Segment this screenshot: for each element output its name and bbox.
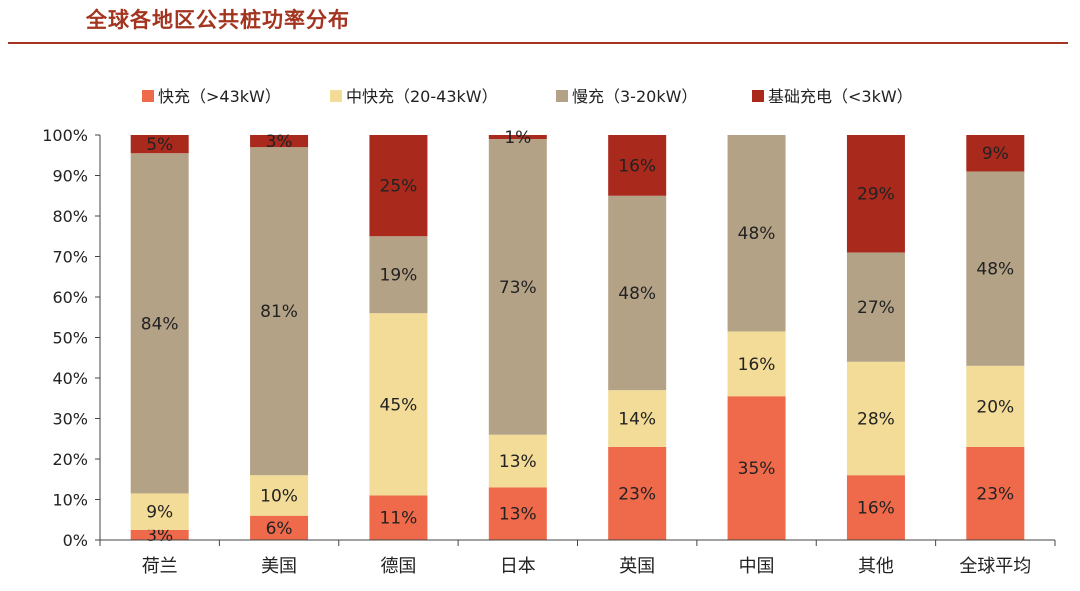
bar-segment bbox=[608, 195, 667, 391]
y-tick-label: 40% bbox=[52, 369, 88, 388]
y-tick-label: 70% bbox=[52, 248, 88, 267]
bar-segment bbox=[488, 487, 547, 540]
x-tick-label: 德国 bbox=[380, 556, 416, 577]
bars-layer: 3% 9% 84% 5% 6% 10% 81% 3% 11% 45% 19% 25% 13% 13% 73%… bbox=[130, 128, 1025, 546]
bar-segment bbox=[608, 446, 667, 540]
bar-segment bbox=[250, 135, 309, 148]
legend-label-2: 慢充（3-20kW） bbox=[572, 87, 697, 106]
data-label: 16% bbox=[738, 355, 776, 375]
legend-swatch-2 bbox=[556, 90, 568, 102]
data-label: 48% bbox=[976, 260, 1014, 280]
data-label: 23% bbox=[618, 484, 656, 504]
data-label: 25% bbox=[380, 177, 418, 197]
x-tick-label: 中国 bbox=[739, 556, 775, 577]
bar-segment bbox=[727, 135, 786, 332]
y-tick-label: 0% bbox=[63, 531, 88, 550]
y-tick-label: 80% bbox=[52, 207, 88, 226]
data-label: 3% bbox=[146, 526, 173, 546]
y-tick-label: 30% bbox=[52, 410, 88, 429]
x-tick-label: 其他 bbox=[858, 556, 894, 577]
bar-segment bbox=[130, 493, 189, 530]
x-tick-label: 美国 bbox=[261, 556, 297, 577]
bar-segment bbox=[846, 475, 905, 540]
bar-segment bbox=[250, 147, 309, 476]
bar-segment bbox=[727, 396, 786, 540]
data-label: 45% bbox=[380, 395, 418, 415]
bar-segment bbox=[608, 390, 667, 447]
y-tick-label: 100% bbox=[42, 126, 88, 145]
legend-swatch-0 bbox=[142, 90, 154, 102]
x-axis: 荷兰 美国 德国 日本 英国 中国 其他 全球平均 bbox=[99, 539, 1056, 577]
bar-segment bbox=[966, 365, 1025, 447]
data-label: 13% bbox=[499, 452, 537, 472]
data-label: 6% bbox=[266, 519, 293, 539]
legend-swatch-1 bbox=[330, 90, 342, 102]
bar-segment bbox=[369, 495, 428, 540]
title-divider bbox=[8, 42, 1068, 44]
bar-segment bbox=[608, 135, 667, 196]
y-tick-label: 50% bbox=[52, 329, 88, 348]
bar-segment bbox=[130, 529, 189, 540]
data-label: 48% bbox=[618, 284, 656, 304]
y-tick-label: 20% bbox=[52, 450, 88, 469]
legend-label-1: 中快充（20-43kW） bbox=[346, 87, 498, 106]
data-label: 16% bbox=[857, 499, 895, 519]
data-label: 3% bbox=[266, 132, 293, 152]
data-label: 48% bbox=[738, 224, 776, 244]
y-tick-label: 90% bbox=[52, 167, 88, 186]
bar-segment bbox=[369, 313, 428, 496]
data-label: 29% bbox=[857, 185, 895, 205]
data-label: 9% bbox=[146, 503, 173, 523]
bar-segment bbox=[369, 236, 428, 314]
data-label: 27% bbox=[857, 298, 895, 318]
bar-segment bbox=[488, 139, 547, 435]
legend-label-3: 基础充电（<3kW） bbox=[768, 87, 913, 106]
data-label: 5% bbox=[146, 135, 173, 155]
x-tick-label: 荷兰 bbox=[142, 556, 178, 577]
data-label: 13% bbox=[499, 505, 537, 525]
x-tick-label: 全球平均 bbox=[959, 556, 1031, 577]
bar-segment bbox=[846, 252, 905, 362]
data-label: 20% bbox=[976, 397, 1014, 417]
bar-segment bbox=[130, 135, 189, 154]
chart-legend: 快充（>43kW） 中快充（20-43kW） 慢充（3-20kW） 基础充电（<3kW… bbox=[142, 87, 913, 106]
data-label: 35% bbox=[738, 459, 776, 479]
bar-segment bbox=[846, 361, 905, 476]
data-label: 11% bbox=[380, 509, 418, 529]
bar-segment bbox=[250, 515, 309, 540]
data-label: 14% bbox=[618, 410, 656, 430]
data-label: 84% bbox=[141, 314, 179, 334]
y-axis: 0% 10% 20% 30% 40% 50% 60% 70% 80% 90% 100% bbox=[42, 126, 101, 550]
bar-segment bbox=[130, 153, 189, 494]
data-label: 10% bbox=[260, 486, 298, 506]
data-label: 16% bbox=[618, 156, 656, 176]
y-tick-label: 10% bbox=[52, 491, 88, 510]
data-label: 23% bbox=[976, 484, 1014, 504]
bar-segment bbox=[488, 135, 547, 140]
legend-label-0: 快充（>43kW） bbox=[158, 87, 281, 106]
bar-segment bbox=[250, 475, 309, 516]
y-tick-label: 60% bbox=[52, 288, 88, 307]
bar-segment bbox=[846, 135, 905, 253]
data-label: 19% bbox=[380, 266, 418, 286]
bar-segment bbox=[488, 434, 547, 488]
bar-segment bbox=[966, 171, 1025, 366]
x-tick-label: 英国 bbox=[619, 556, 655, 577]
data-label: 28% bbox=[857, 410, 895, 430]
data-label: 1% bbox=[504, 128, 531, 148]
data-label: 73% bbox=[499, 278, 537, 298]
x-tick-label: 日本 bbox=[500, 556, 536, 577]
bar-segment bbox=[966, 446, 1025, 540]
bar-segment bbox=[369, 135, 428, 237]
page-title: 全球各地区公共桩功率分布 bbox=[86, 7, 350, 32]
bar-segment bbox=[727, 331, 786, 397]
legend-swatch-3 bbox=[752, 90, 764, 102]
data-label: 81% bbox=[260, 302, 298, 322]
data-label: 9% bbox=[982, 144, 1009, 164]
bar-segment bbox=[966, 135, 1025, 172]
